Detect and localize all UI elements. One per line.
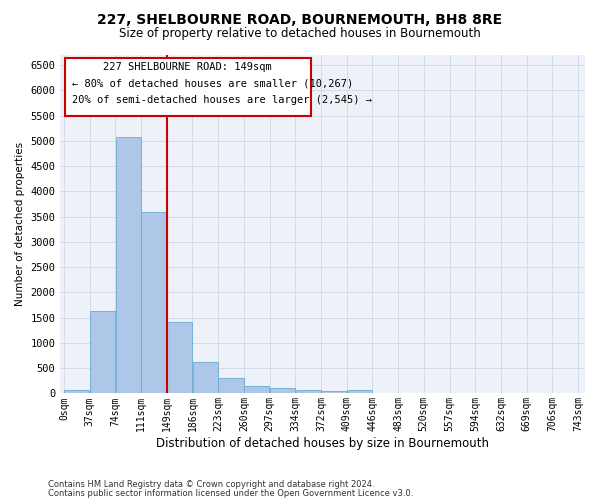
Bar <box>167 322 192 394</box>
Y-axis label: Number of detached properties: Number of detached properties <box>15 142 25 306</box>
X-axis label: Distribution of detached houses by size in Bournemouth: Distribution of detached houses by size … <box>156 437 489 450</box>
Bar <box>116 138 141 394</box>
Bar <box>218 378 244 394</box>
Bar <box>193 362 218 394</box>
FancyBboxPatch shape <box>65 58 311 116</box>
Bar <box>244 386 269 394</box>
Bar <box>270 388 295 394</box>
Bar <box>64 390 89 394</box>
Bar <box>141 212 166 394</box>
Bar <box>90 310 115 394</box>
Text: 227, SHELBOURNE ROAD, BOURNEMOUTH, BH8 8RE: 227, SHELBOURNE ROAD, BOURNEMOUTH, BH8 8… <box>97 12 503 26</box>
Text: Size of property relative to detached houses in Bournemouth: Size of property relative to detached ho… <box>119 28 481 40</box>
Text: Contains HM Land Registry data © Crown copyright and database right 2024.: Contains HM Land Registry data © Crown c… <box>48 480 374 489</box>
Bar <box>347 390 372 394</box>
Text: 227 SHELBOURNE ROAD: 149sqm: 227 SHELBOURNE ROAD: 149sqm <box>103 62 272 72</box>
Text: ← 80% of detached houses are smaller (10,267): ← 80% of detached houses are smaller (10… <box>71 78 353 88</box>
Bar <box>296 390 320 394</box>
Text: Contains public sector information licensed under the Open Government Licence v3: Contains public sector information licen… <box>48 488 413 498</box>
Text: 20% of semi-detached houses are larger (2,545) →: 20% of semi-detached houses are larger (… <box>71 95 371 105</box>
Bar <box>321 390 346 394</box>
